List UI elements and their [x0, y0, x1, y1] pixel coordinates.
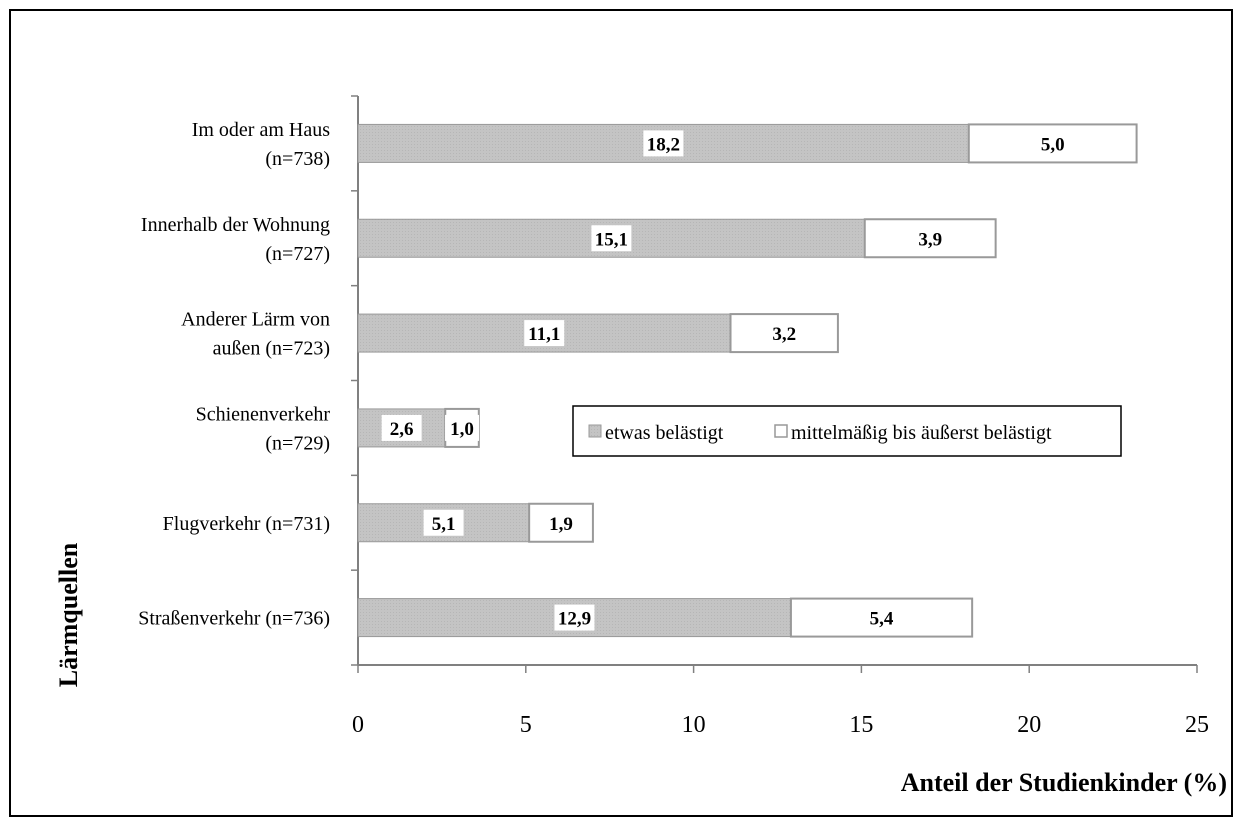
data-label-mittel: 3,9	[918, 229, 942, 250]
data-label-bg	[643, 130, 684, 157]
legend-label-mittel: mittelmäßig bis äußerst belästigt	[791, 422, 1052, 444]
data-label-bg	[913, 225, 948, 252]
legend-swatch-etwas	[588, 424, 602, 438]
x-tick-label: 0	[352, 712, 364, 738]
data-label-etwas: 11,1	[528, 324, 560, 345]
category-label: Flugverkehr (n=731)	[163, 513, 330, 535]
data-label-bg	[767, 320, 802, 347]
y-axis-title: Lärmquellen	[54, 542, 83, 687]
legend-box	[572, 405, 1122, 457]
data-label-bg	[544, 509, 579, 536]
data-label-mittel: 1,9	[549, 514, 573, 535]
x-tick-label: 20	[1017, 712, 1041, 738]
data-label-mittel: 1,0	[450, 419, 474, 440]
data-label-bg	[554, 604, 595, 631]
data-label-mittel: 5,4	[870, 609, 894, 630]
data-label-bg	[445, 414, 480, 441]
x-tick-label: 15	[849, 712, 873, 738]
category-label: Straßenverkehr (n=736)	[138, 608, 330, 630]
data-label-mittel: 3,2	[772, 324, 796, 345]
x-tick-label: 10	[682, 712, 706, 738]
x-tick-label: 5	[520, 712, 532, 738]
category-label: Im oder am Haus	[192, 119, 331, 141]
data-label-mittel: 5,0	[1041, 134, 1065, 155]
x-axis-title: Anteil der Studienkinder (%)	[901, 768, 1227, 797]
category-label: Innerhalb der Wohnung	[141, 214, 330, 236]
category-label: (n=738)	[265, 148, 330, 170]
data-label-etwas: 12,9	[558, 609, 591, 630]
category-label: Schienenverkehr	[196, 403, 331, 425]
data-label-bg	[1035, 130, 1070, 157]
legend-swatch-mittel	[774, 424, 788, 438]
data-label-bg	[381, 414, 422, 441]
x-tick-label: 25	[1185, 712, 1209, 738]
category-label: (n=729)	[265, 432, 330, 454]
data-label-etwas: 2,6	[390, 419, 414, 440]
data-label-etwas: 15,1	[595, 229, 628, 250]
data-label-etwas: 18,2	[647, 134, 680, 155]
data-label-bg	[591, 225, 632, 252]
category-label: Anderer Lärm von	[181, 309, 330, 331]
category-label: (n=727)	[265, 243, 330, 265]
legend-label-etwas: etwas belästigt	[605, 422, 724, 444]
data-label-bg	[524, 320, 565, 347]
data-label-etwas: 5,1	[432, 514, 456, 535]
data-label-bg	[423, 509, 464, 536]
category-label: außen (n=723)	[213, 338, 330, 360]
data-label-bg	[864, 604, 899, 631]
